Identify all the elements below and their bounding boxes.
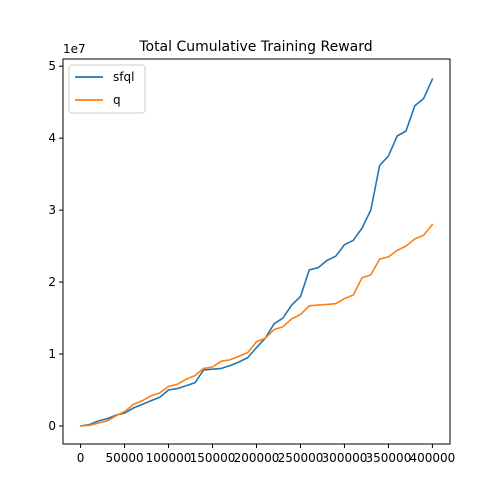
x-tick-label: 100000 [146,451,192,465]
y-tick-label: 5 [48,59,56,73]
x-tick-label: 250000 [278,451,324,465]
legend-q-label: q [113,93,121,107]
x-tick-label: 400000 [410,451,456,465]
plot-frame [62,58,451,445]
x-tick-label: 50000 [105,451,143,465]
x-tick-label: 200000 [234,451,280,465]
y-scale-label: 1e7 [63,42,86,56]
y-tick-label: 0 [48,419,56,433]
y-tick-label: 3 [48,203,56,217]
y-axis: 0 1 2 3 4 5 [48,59,63,433]
x-tick-label: 350000 [366,451,412,465]
y-tick-label: 1 [48,347,56,361]
x-tick-label: 0 [77,451,85,465]
x-tick-label: 150000 [190,451,236,465]
legend: sfql q [68,64,146,114]
series-line-q [79,223,434,427]
x-axis: 0 50000 1000001500002000002500003000003500… [77,444,456,465]
x-tick-label: 300000 [322,451,368,465]
series-layer [79,78,434,427]
y-tick-label: 4 [48,131,56,145]
chart-title: Total Cumulative Training Reward [138,39,372,55]
y-tick-label: 2 [48,275,56,289]
legend-sfql-label: sfql [113,70,134,84]
series-line-sfql [79,78,434,427]
